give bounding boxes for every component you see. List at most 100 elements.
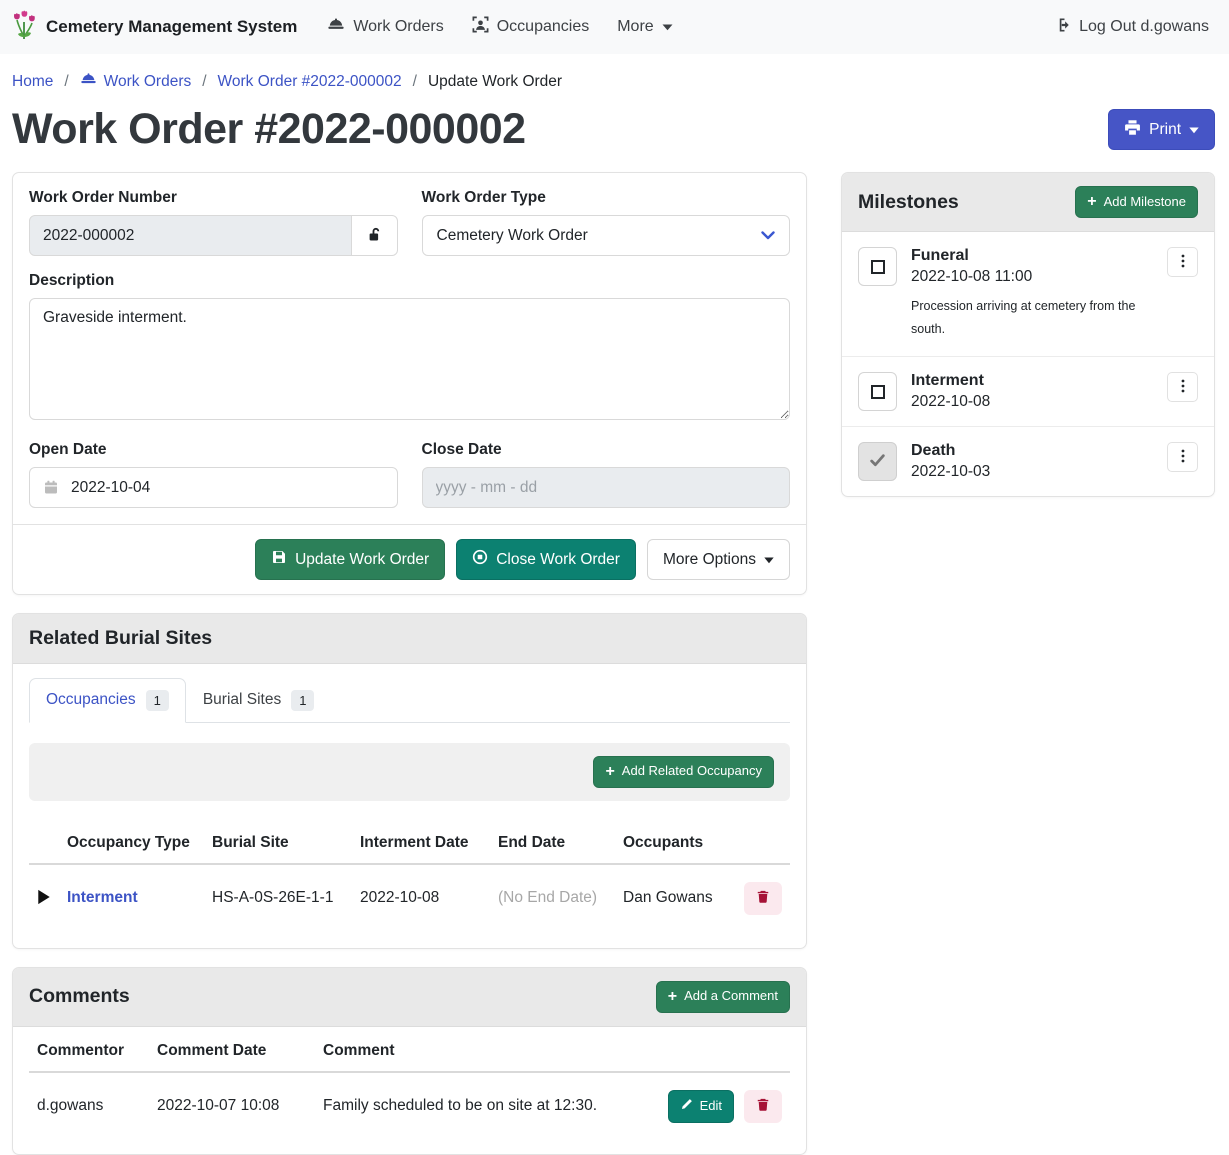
milestone-menu-button[interactable] <box>1167 372 1198 403</box>
col-occupants: Occupants <box>615 822 736 865</box>
occupancy-type-link[interactable]: Interment <box>67 889 138 907</box>
milestone-title: Death <box>911 442 956 460</box>
close-date-input[interactable] <box>421 467 790 508</box>
occupancies-table: Occupancy Type Burial Site Interment Dat… <box>29 822 790 932</box>
milestone-item-funeral: Funeral 2022-10-08 11:00 Procession arri… <box>842 232 1214 358</box>
unlock-icon <box>366 226 383 246</box>
milestone-description: Procession arriving at cemetery from the… <box>911 299 1136 337</box>
tab-burial-sites[interactable]: Burial Sites 1 <box>186 678 332 723</box>
work-order-number-input[interactable] <box>29 215 352 256</box>
hard-hat-icon <box>80 71 97 93</box>
burial-sites-count-badge: 1 <box>291 689 315 711</box>
kebab-icon <box>1181 449 1185 466</box>
chevron-down-icon <box>761 227 775 245</box>
add-milestone-button[interactable]: + Add Milestone <box>1075 186 1198 218</box>
breadcrumb-home[interactable]: Home <box>12 73 54 90</box>
comment-date-cell: 2022-10-07 10:08 <box>157 1097 280 1115</box>
milestone-checkbox[interactable] <box>858 247 897 286</box>
work-order-type-select[interactable]: Cemetery Work Order <box>421 215 790 256</box>
top-navbar: Cemetery Management System Work Orders O… <box>0 0 1229 54</box>
delete-comment-button[interactable] <box>744 1089 782 1123</box>
open-date-input[interactable] <box>29 467 398 508</box>
description-textarea[interactable]: Graveside interment. <box>29 298 790 420</box>
plus-icon: + <box>667 987 678 1005</box>
app-title: Cemetery Management System <box>46 17 298 36</box>
chevron-down-icon <box>1189 121 1199 139</box>
comment-cell: Family scheduled to be on site at 12:30. <box>323 1097 597 1115</box>
col-commentor: Commentor <box>29 1030 149 1073</box>
close-date-label: Close Date <box>421 441 502 458</box>
occupancies-toolbar: + Add Related Occupancy <box>29 742 790 801</box>
pencil-icon <box>680 1098 693 1115</box>
milestone-title: Funeral <box>911 247 969 264</box>
related-burial-sites-card: Related Burial Sites Occupancies 1 Buria… <box>12 612 807 949</box>
milestone-title: Interment <box>911 372 984 390</box>
stop-circle-icon <box>472 549 488 570</box>
close-work-order-button[interactable]: Close Work Order <box>456 539 636 580</box>
milestone-date: 2022-10-08 11:00 <box>911 268 1033 285</box>
more-options-button[interactable]: More Options <box>646 539 790 580</box>
col-interment-date: Interment Date <box>352 822 490 865</box>
work-order-form-card: Work Order Number <box>12 172 807 595</box>
nav-item-occupancies[interactable]: Occupancies <box>472 16 589 38</box>
work-order-number-label: Work Order Number <box>29 189 177 206</box>
add-comment-button[interactable]: + Add a Comment <box>655 980 790 1013</box>
milestone-item-interment: Interment 2022-10-08 <box>842 357 1214 428</box>
breadcrumb-work-order-number[interactable]: Work Order #2022-000002 <box>217 73 402 90</box>
table-row: Interment HS-A-0S-26E-1-1 2022-10-08 (No… <box>29 864 790 932</box>
milestone-menu-button[interactable] <box>1167 442 1198 473</box>
check-icon <box>869 453 886 471</box>
tab-occupancies[interactable]: Occupancies 1 <box>29 677 186 723</box>
kebab-icon <box>1181 254 1185 271</box>
milestone-checkbox[interactable] <box>858 372 897 412</box>
open-date-label: Open Date <box>29 441 107 458</box>
description-label: Description <box>29 272 115 289</box>
comments-card: Comments + Add a Comment Commentor Comme… <box>12 966 807 1155</box>
burial-site-cell: HS-A-0S-26E-1-1 <box>212 889 334 907</box>
related-burial-sites-title: Related Burial Sites <box>29 626 213 649</box>
unlock-button[interactable] <box>350 215 398 256</box>
milestone-checkbox-checked[interactable] <box>858 442 897 482</box>
plus-icon: + <box>1087 193 1097 210</box>
milestone-date: 2022-10-03 <box>911 463 991 481</box>
milestones-title: Milestones <box>858 190 959 213</box>
logout-icon <box>1053 16 1071 39</box>
col-end-date: End Date <box>490 822 615 865</box>
update-work-order-button[interactable]: Update Work Order <box>255 539 446 580</box>
milestone-item-death: Death 2022-10-03 <box>842 427 1214 496</box>
play-triangle-icon <box>37 889 51 908</box>
person-bounding-box-icon <box>472 16 489 38</box>
print-button[interactable]: Print <box>1108 108 1215 151</box>
delete-occupancy-button[interactable] <box>744 881 782 915</box>
plus-icon: + <box>605 762 615 780</box>
milestone-menu-button[interactable] <box>1167 247 1198 277</box>
trash-icon <box>756 1097 770 1115</box>
checkbox-unchecked-icon <box>870 384 885 399</box>
col-comment-date: Comment Date <box>149 1030 315 1073</box>
related-tabs: Occupancies 1 Burial Sites 1 <box>29 677 790 723</box>
nav-item-more[interactable]: More <box>617 18 673 36</box>
chevron-down-icon <box>662 18 673 36</box>
col-burial-site: Burial Site <box>204 822 352 865</box>
comments-title: Comments <box>29 985 130 1008</box>
page-title: Work Order #2022-000002 <box>12 105 526 153</box>
breadcrumb-work-orders[interactable]: Work Orders <box>80 71 191 93</box>
checkbox-unchecked-icon <box>870 259 885 274</box>
edit-comment-button[interactable]: Edit <box>667 1089 734 1123</box>
kebab-icon <box>1181 379 1185 396</box>
add-related-occupancy-button[interactable]: + Add Related Occupancy <box>593 755 774 788</box>
work-order-type-label: Work Order Type <box>421 189 546 206</box>
nav-item-work-orders[interactable]: Work Orders <box>327 16 444 39</box>
breadcrumb-current: Update Work Order <box>427 73 563 90</box>
comments-table: Commentor Comment Date Comment d.gowans … <box>29 1030 790 1140</box>
col-comment: Comment <box>315 1030 660 1073</box>
save-icon <box>271 549 287 570</box>
col-occupancy-type: Occupancy Type <box>59 822 204 865</box>
app-brand[interactable]: Cemetery Management System <box>12 10 297 45</box>
expand-row-button[interactable] <box>37 889 51 908</box>
occupancies-count-badge: 1 <box>145 689 169 711</box>
printer-icon <box>1124 119 1141 141</box>
milestone-date: 2022-10-08 <box>911 393 991 411</box>
logout-link[interactable]: Log Out d.gowans <box>1053 16 1209 39</box>
chevron-down-icon <box>764 551 774 569</box>
